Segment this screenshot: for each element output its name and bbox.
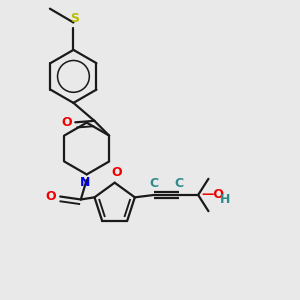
Text: H: H (220, 193, 231, 206)
Text: S: S (70, 12, 80, 26)
Text: C: C (174, 177, 184, 190)
Text: N: N (80, 176, 90, 189)
Text: O: O (61, 116, 72, 129)
Text: —O: —O (202, 188, 225, 202)
Text: C: C (149, 177, 158, 190)
Text: O: O (45, 190, 56, 203)
Text: O: O (112, 166, 122, 179)
